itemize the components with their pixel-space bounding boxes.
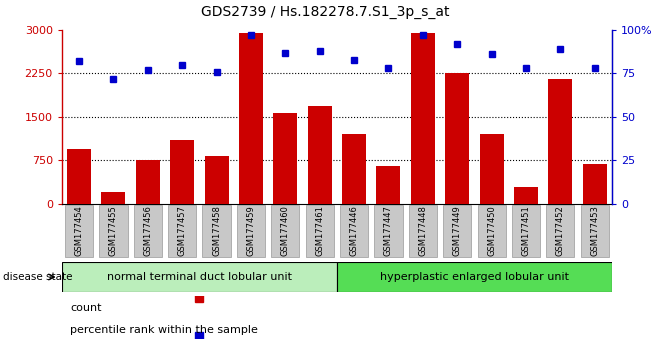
Bar	[480, 134, 504, 204]
Text: GDS2739 / Hs.182278.7.S1_3p_s_at: GDS2739 / Hs.182278.7.S1_3p_s_at	[201, 5, 450, 19]
Text: GSM177450: GSM177450	[487, 206, 496, 256]
FancyBboxPatch shape	[409, 205, 437, 257]
Bar	[204, 156, 229, 204]
Text: GSM177451: GSM177451	[521, 206, 531, 256]
Text: GSM177454: GSM177454	[74, 206, 83, 256]
Text: GSM177448: GSM177448	[419, 206, 427, 256]
FancyBboxPatch shape	[305, 205, 334, 257]
Text: count: count	[70, 303, 102, 313]
FancyBboxPatch shape	[374, 205, 402, 257]
Text: GSM177449: GSM177449	[452, 206, 462, 256]
FancyBboxPatch shape	[512, 205, 540, 257]
Text: GSM177458: GSM177458	[212, 206, 221, 256]
FancyBboxPatch shape	[133, 205, 162, 257]
Bar	[411, 33, 435, 204]
Text: percentile rank within the sample: percentile rank within the sample	[70, 325, 258, 335]
Bar	[273, 113, 298, 204]
Text: hyperplastic enlarged lobular unit: hyperplastic enlarged lobular unit	[380, 272, 569, 282]
FancyBboxPatch shape	[337, 262, 612, 292]
Text: GSM177460: GSM177460	[281, 206, 290, 256]
Bar	[514, 187, 538, 204]
FancyBboxPatch shape	[62, 262, 337, 292]
Bar	[136, 160, 160, 204]
FancyBboxPatch shape	[237, 205, 265, 257]
Bar	[548, 79, 572, 204]
FancyBboxPatch shape	[271, 205, 299, 257]
FancyBboxPatch shape	[100, 205, 128, 257]
Bar	[170, 140, 194, 204]
Text: GSM177452: GSM177452	[556, 206, 565, 256]
Bar	[67, 149, 91, 204]
Bar	[376, 166, 400, 204]
Bar	[583, 164, 607, 204]
FancyBboxPatch shape	[168, 205, 196, 257]
FancyBboxPatch shape	[443, 205, 471, 257]
Text: GSM177447: GSM177447	[384, 206, 393, 256]
FancyBboxPatch shape	[340, 205, 368, 257]
Text: GSM177455: GSM177455	[109, 206, 118, 256]
Text: GSM177457: GSM177457	[178, 206, 187, 256]
Text: normal terminal duct lobular unit: normal terminal duct lobular unit	[107, 272, 292, 282]
Text: GSM177461: GSM177461	[315, 206, 324, 256]
Text: GSM177453: GSM177453	[590, 206, 600, 256]
Text: GSM177456: GSM177456	[143, 206, 152, 256]
FancyBboxPatch shape	[478, 205, 506, 257]
Bar	[102, 192, 126, 204]
Bar	[239, 33, 263, 204]
Text: GSM177446: GSM177446	[350, 206, 359, 256]
Text: GSM177459: GSM177459	[247, 206, 255, 256]
FancyBboxPatch shape	[546, 205, 574, 257]
FancyBboxPatch shape	[65, 205, 93, 257]
FancyBboxPatch shape	[202, 205, 230, 257]
FancyBboxPatch shape	[581, 205, 609, 257]
Bar	[445, 73, 469, 204]
Text: disease state: disease state	[3, 272, 73, 282]
Bar	[308, 107, 332, 204]
Bar	[342, 134, 366, 204]
